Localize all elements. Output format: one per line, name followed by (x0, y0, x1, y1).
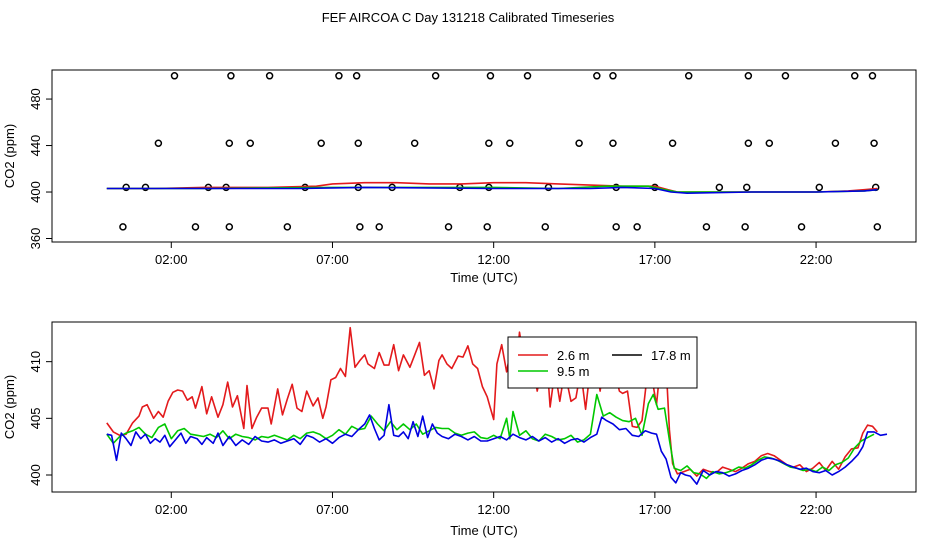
figure-title: FEF AIRCOA C Day 131218 Calibrated Times… (322, 10, 615, 25)
data-point-circle (506, 139, 514, 147)
data-point-circle (741, 223, 749, 231)
data-point-circle (356, 223, 364, 231)
x-tick-label: 02:00 (155, 502, 188, 517)
data-point-circle (225, 139, 234, 147)
data-point-circle (335, 72, 343, 80)
legend-box (507, 336, 698, 389)
x-tick-label: 12:00 (477, 502, 510, 517)
x-tick-label: 22:00 (800, 252, 833, 267)
data-point-circle (191, 223, 200, 231)
data-point-circle (485, 139, 493, 147)
circles-top (119, 72, 882, 231)
series-line-17-8-m (106, 186, 878, 194)
data-point-circle (668, 139, 677, 147)
y-axis-top: 360 400 440 480 (28, 88, 52, 249)
y-tick-label: 440 (28, 135, 43, 157)
data-point-circle (375, 223, 383, 231)
data-point-circle (868, 72, 877, 80)
data-point-circle (612, 223, 620, 231)
x-tick-label: 17:00 (639, 502, 672, 517)
data-point-circle (523, 72, 532, 80)
data-point-circle (744, 72, 753, 80)
data-point-circle (870, 139, 878, 147)
data-point-circle (684, 72, 693, 80)
y-tick-label: 405 (28, 407, 43, 429)
x-tick-label: 07:00 (316, 252, 349, 267)
data-point-circle (122, 183, 130, 192)
series-lines-top (106, 181, 878, 194)
x-tick-label: 22:00 (800, 502, 833, 517)
series-lines-bottom (106, 326, 888, 485)
data-point-circle (744, 139, 753, 147)
x-tick-label: 12:00 (477, 252, 510, 267)
x-tick-label: 02:00 (155, 252, 188, 267)
data-point-circle (831, 139, 840, 147)
data-point-circle (170, 72, 179, 80)
y-axis-label-bottom: CO2 (ppm) (2, 375, 17, 439)
x-axis-bottom: 02:00 07:00 12:00 17:00 22:00 (155, 492, 832, 517)
legend-label-17-8m: 17.8 m (651, 348, 691, 363)
x-tick-label: 07:00 (316, 502, 349, 517)
data-point-circle (850, 72, 859, 80)
data-point-circle (593, 72, 601, 80)
y-tick-label: 400 (28, 181, 43, 203)
x-tick-label: 17:00 (639, 252, 672, 267)
series-line-2-6-m (106, 326, 878, 477)
data-point-circle (797, 223, 806, 231)
data-point-circle (575, 139, 583, 147)
data-point-circle (141, 183, 150, 192)
y-axis-label-top: CO2 (ppm) (2, 124, 17, 188)
data-point-circle (483, 223, 491, 231)
data-point-circle (702, 223, 711, 231)
y-axis-bottom: 400 405 410 (28, 351, 52, 486)
data-point-circle (119, 223, 127, 231)
data-point-circle (352, 72, 361, 80)
data-point-circle (765, 139, 774, 147)
data-point-circle (225, 223, 234, 231)
data-point-circle (410, 139, 419, 147)
data-point-circle (444, 223, 453, 231)
data-point-circle (541, 223, 550, 231)
data-point-circle (431, 72, 440, 80)
data-point-circle (544, 183, 553, 192)
data-point-circle (742, 183, 751, 192)
data-point-circle (815, 183, 824, 192)
y-tick-label: 360 (28, 228, 43, 250)
data-point-circle (246, 139, 255, 147)
data-point-circle (873, 223, 882, 231)
data-point-circle (715, 183, 724, 192)
data-point-circle (781, 72, 790, 80)
chart-bottom: 02:00 07:00 12:00 17:00 22:00 400 405 410 Time… (2, 321, 917, 538)
y-tick-label: 410 (28, 351, 43, 373)
y-tick-label: 400 (28, 464, 43, 486)
plot-frame-top (51, 69, 917, 243)
chart-top: 02:00 07:00 12:00 17:00 22:00 360 400 440 480 T… (2, 69, 917, 285)
series-line-17-8-m (106, 403, 888, 485)
data-point-circle (354, 139, 363, 147)
data-point-circle (609, 139, 617, 147)
data-point-circle (265, 72, 274, 80)
x-axis-label-top: Time (UTC) (450, 270, 517, 285)
plot-frame-bottom (51, 321, 917, 493)
x-axis-top: 02:00 07:00 12:00 17:00 22:00 (155, 242, 832, 267)
data-point-circle (609, 72, 617, 80)
legend: 2.6 m 17.8 m 9.5 m (507, 336, 698, 389)
data-point-circle (227, 72, 235, 80)
legend-label-9-5m: 9.5 m (557, 364, 590, 379)
data-point-circle (154, 139, 163, 147)
x-axis-label-bottom: Time (UTC) (450, 523, 517, 538)
y-tick-label: 480 (28, 88, 43, 110)
data-point-circle (633, 223, 641, 231)
data-point-circle (486, 72, 495, 80)
legend-label-2-6m: 2.6 m (557, 348, 590, 363)
data-point-circle (283, 223, 292, 231)
data-point-circle (317, 139, 325, 147)
